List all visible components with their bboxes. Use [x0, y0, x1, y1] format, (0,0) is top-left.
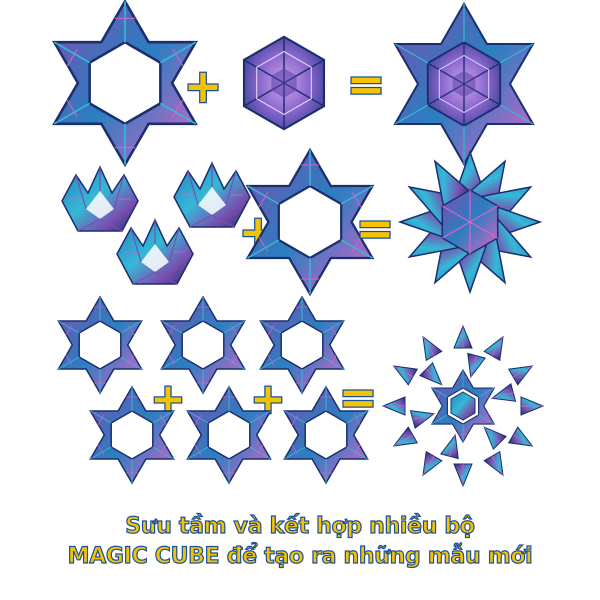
equals-sign: = [339, 370, 378, 424]
plus-sign: + [184, 59, 223, 113]
crown-piece [116, 219, 194, 285]
caption-line-2: MAGIC CUBE để tạo ra những mẫu mới [67, 543, 533, 569]
equals-sign: = [347, 57, 386, 111]
big-star-result [393, 1, 535, 167]
hexagon-cube-piece [242, 35, 326, 131]
spiky-star-result [397, 149, 543, 295]
crown-piece [61, 166, 139, 232]
caption: Sưu tầm và kết hợp nhiều bộ MAGIC CUBE đ… [0, 512, 600, 572]
flower-pattern-result [382, 325, 544, 487]
star-frame-piece [53, 0, 197, 166]
star-frame-piece [57, 296, 143, 394]
caption-line-1: Sưu tầm và kết hợp nhiều bộ [125, 513, 476, 539]
equals-sign: = [356, 201, 395, 255]
